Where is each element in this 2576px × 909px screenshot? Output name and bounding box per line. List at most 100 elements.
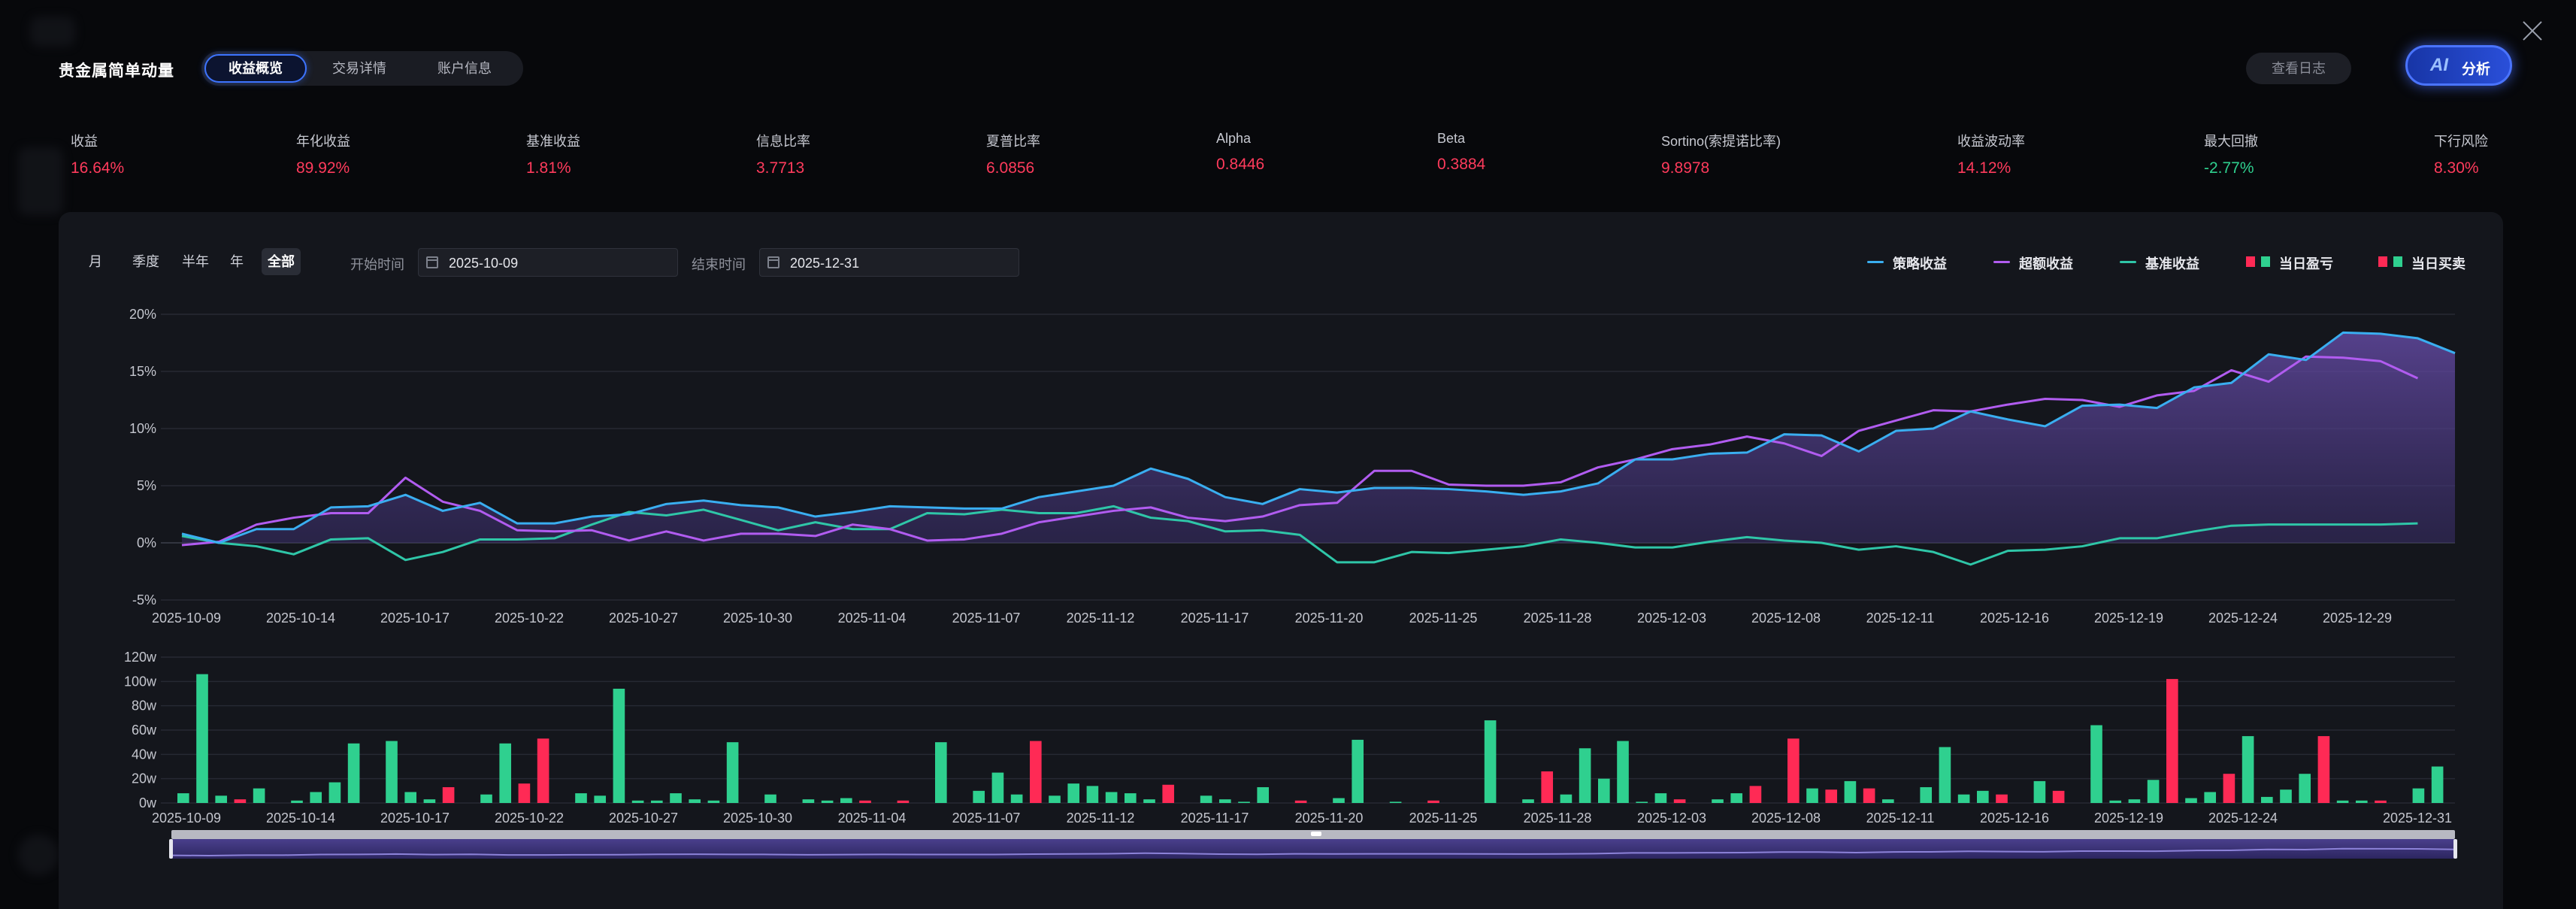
volume-bar bbox=[1863, 788, 1875, 803]
bar-x-tick-label: 2025-12-31 bbox=[2383, 811, 2452, 826]
volume-bar bbox=[1067, 783, 1080, 803]
volume-bar bbox=[1105, 792, 1118, 803]
tab-account[interactable]: 账户信息 bbox=[437, 61, 492, 76]
bar-x-tick-label: 2025-12-03 bbox=[1637, 811, 1706, 826]
volume-bar bbox=[764, 794, 776, 803]
volume-bar bbox=[2128, 799, 2141, 803]
tab-overview[interactable]: 收益概览 bbox=[204, 54, 307, 83]
legend-square-icon bbox=[2378, 256, 2387, 267]
metric-value: 0.8446 bbox=[1216, 156, 1265, 173]
ai-icon: AI bbox=[2430, 55, 2448, 75]
volume-bar bbox=[651, 800, 663, 803]
x-tick-label: 2025-12-29 bbox=[2323, 611, 2392, 626]
start-date-label: 开始时间 bbox=[350, 257, 404, 272]
volume-bar bbox=[1143, 799, 1155, 803]
volume-bar bbox=[821, 800, 834, 803]
volume-bar bbox=[1712, 799, 1724, 803]
range-year-button[interactable]: 年 bbox=[230, 254, 244, 269]
start-date-input[interactable]: 2025-10-09 bbox=[418, 248, 678, 277]
metric-label: 收益 bbox=[71, 134, 98, 149]
range-quarter-button[interactable]: 季度 bbox=[132, 254, 159, 269]
volume-bar bbox=[2317, 736, 2330, 803]
volume-bar bbox=[726, 742, 739, 803]
bar-y-tick-label: 80w bbox=[132, 698, 157, 714]
volume-bar bbox=[631, 800, 644, 803]
series-line-1 bbox=[181, 355, 2419, 547]
ai-analysis-button[interactable]: AI 分析 bbox=[2405, 45, 2512, 86]
volume-bar bbox=[2090, 725, 2102, 803]
range-all-button[interactable]: 全部 bbox=[262, 248, 301, 275]
volume-bar bbox=[1049, 795, 1061, 803]
x-tick-label: 2025-12-24 bbox=[2208, 611, 2278, 626]
zoom-grip-icon[interactable] bbox=[1311, 832, 1321, 836]
metric-10: 下行风险 8.30% bbox=[2434, 131, 2488, 177]
y-tick-label: -5% bbox=[132, 592, 156, 608]
tab-bar: 收益概览 交易详情 账户信息 bbox=[201, 51, 523, 86]
tab-trades[interactable]: 交易详情 bbox=[332, 61, 386, 76]
legend-label: 策略收益 bbox=[1893, 256, 1947, 271]
volume-bar bbox=[1257, 786, 1270, 803]
volume-bar bbox=[1086, 786, 1099, 803]
volume-bar bbox=[1579, 748, 1591, 803]
volume-bar bbox=[991, 772, 1004, 803]
volume-bar bbox=[2147, 780, 2160, 803]
volume-bar bbox=[1522, 799, 1534, 803]
volume-bar bbox=[442, 786, 455, 803]
metric-label: 年化收益 bbox=[296, 134, 350, 149]
chart-panel: 月 季度 半年 年 全部 开始时间 2025-10-09 结束时间 2025-1… bbox=[59, 212, 2503, 909]
volume-bar bbox=[935, 742, 947, 803]
volume-bar bbox=[1427, 800, 1439, 803]
y-tick-label: 5% bbox=[137, 478, 156, 493]
y-tick-label: 20% bbox=[129, 307, 156, 322]
legend-line-icon bbox=[2120, 261, 2136, 263]
volume-bar bbox=[518, 783, 531, 803]
range-halfyear-button[interactable]: 半年 bbox=[182, 254, 209, 269]
metric-value: 3.7713 bbox=[756, 159, 805, 177]
metric-6: Beta 0.3884 bbox=[1437, 131, 1485, 174]
metric-3: 信息比率 3.7713 bbox=[756, 131, 810, 177]
volume-bar bbox=[707, 800, 720, 803]
volume-bar bbox=[1617, 741, 1629, 803]
view-log-button[interactable]: 查看日志 bbox=[2246, 53, 2351, 84]
metric-value: 14.12% bbox=[1957, 159, 2011, 177]
metric-value: 1.81% bbox=[526, 159, 571, 177]
bar-x-tick-label: 2025-12-08 bbox=[1751, 811, 1821, 826]
volume-bar bbox=[1294, 800, 1307, 803]
calendar-icon bbox=[426, 256, 438, 268]
legend-label: 基准收益 bbox=[2145, 256, 2199, 271]
volume-bar bbox=[1541, 771, 1554, 803]
volume-bar bbox=[1730, 793, 1743, 803]
zoom-left-handle[interactable] bbox=[169, 839, 173, 859]
x-tick-label: 2025-10-30 bbox=[723, 611, 792, 626]
volume-bar bbox=[897, 800, 910, 803]
volume-bar bbox=[859, 800, 871, 803]
metric-label: 基准收益 bbox=[526, 134, 580, 149]
volume-bar bbox=[1806, 788, 1818, 803]
bar-x-tick-label: 2025-11-12 bbox=[1067, 811, 1135, 826]
end-date-input[interactable]: 2025-12-31 bbox=[759, 248, 1019, 277]
bar-x-tick-label: 2025-10-17 bbox=[380, 811, 450, 826]
legend-square-icon bbox=[2246, 256, 2255, 267]
range-month-button[interactable]: 月 bbox=[89, 254, 102, 269]
volume-bar bbox=[1030, 741, 1042, 803]
volume-bar bbox=[328, 782, 341, 803]
bar-x-tick-label: 2025-10-27 bbox=[609, 811, 678, 826]
legend-label: 超额收益 bbox=[2019, 256, 2073, 271]
metric-5: Alpha 0.8446 bbox=[1216, 131, 1264, 174]
x-tick-label: 2025-12-11 bbox=[1866, 611, 1935, 626]
x-tick-label: 2025-12-08 bbox=[1751, 611, 1821, 626]
volume-bar bbox=[2299, 774, 2311, 803]
zoom-right-handle[interactable] bbox=[2453, 839, 2457, 859]
bar-x-tick-label: 2025-11-20 bbox=[1295, 811, 1364, 826]
close-icon[interactable] bbox=[2521, 20, 2544, 42]
metric-label: Alpha bbox=[1216, 131, 1252, 146]
x-tick-label: 2025-11-17 bbox=[1181, 611, 1249, 626]
bar-x-tick-label: 2025-11-04 bbox=[838, 811, 907, 826]
volume-bar bbox=[1598, 778, 1610, 803]
volume-bar bbox=[1882, 799, 1894, 803]
metric-8: 收益波动率 14.12% bbox=[1957, 131, 2025, 177]
legend-label: 当日买卖 bbox=[2411, 256, 2466, 271]
volume-bar bbox=[1787, 738, 1800, 803]
volume-bar bbox=[423, 799, 436, 803]
volume-bar bbox=[2375, 800, 2387, 803]
